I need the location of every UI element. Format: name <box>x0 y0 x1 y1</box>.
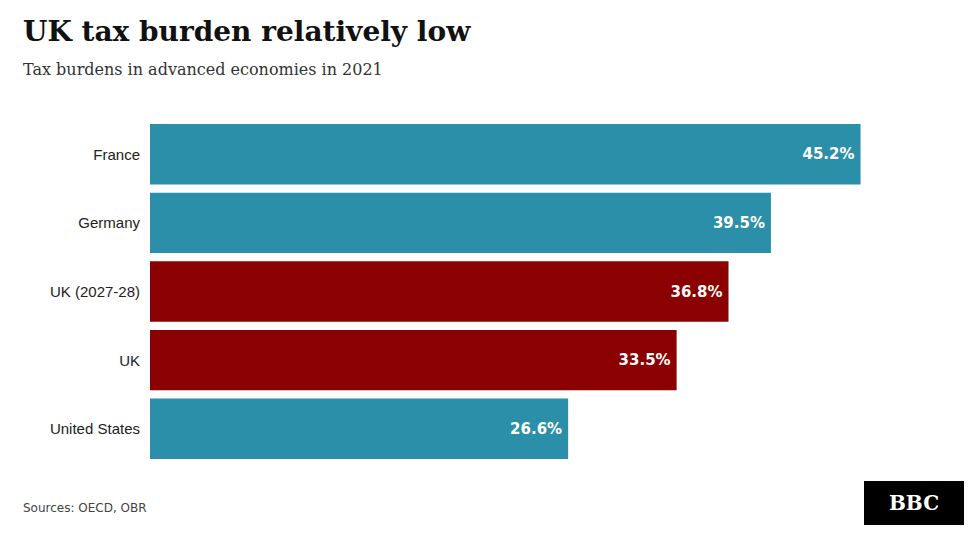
svg-text:UK: UK <box>119 352 140 369</box>
svg-text:Tax burdens in advanced econom: Tax burdens in advanced economies in 202… <box>23 60 383 79</box>
svg-text:Germany: Germany <box>78 214 140 231</box>
svg-text:France: France <box>93 146 140 163</box>
svg-text:UK tax burden relatively low: UK tax burden relatively low <box>23 15 471 48</box>
svg-text:45.2%: 45.2% <box>802 145 854 163</box>
svg-text:26.6%: 26.6% <box>510 420 562 438</box>
svg-text:33.5%: 33.5% <box>619 351 671 369</box>
svg-text:UK (2027-28): UK (2027-28) <box>50 283 140 300</box>
svg-text:39.5%: 39.5% <box>713 214 765 232</box>
svg-text:United States: United States <box>50 420 140 437</box>
svg-text:Sources: OECD, OBR: Sources: OECD, OBR <box>23 501 147 515</box>
svg-text:36.8%: 36.8% <box>670 283 722 301</box>
svg-text:BBC: BBC <box>889 491 939 515</box>
